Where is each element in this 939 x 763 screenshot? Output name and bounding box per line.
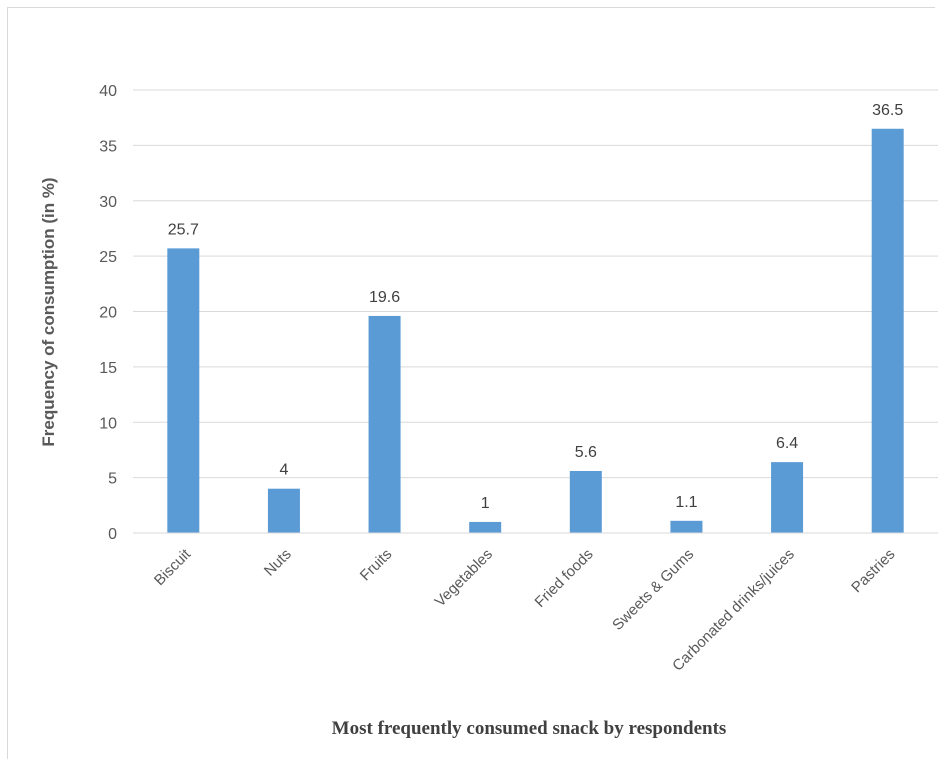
- y-tick-label: 40: [99, 83, 117, 100]
- x-category-label: Vegetables: [432, 546, 497, 611]
- gridlines: [133, 89, 938, 479]
- data-label: 19.6: [369, 289, 400, 306]
- x-category-label: Sweets & Gums: [609, 546, 697, 634]
- x-category-label: Nuts: [261, 546, 295, 580]
- y-tick-label: 25: [99, 249, 117, 266]
- y-tick-label: 35: [99, 138, 117, 155]
- y-axis-title: Frequency of consumption (in %): [39, 177, 58, 446]
- y-tick-label: 0: [108, 526, 117, 543]
- y-tick-label: 5: [108, 471, 117, 488]
- bars: [167, 128, 904, 533]
- bar: [368, 315, 401, 533]
- bar: [569, 470, 602, 533]
- data-label: 6.4: [776, 435, 798, 452]
- chart-frame: [7, 7, 935, 759]
- data-labels: 25.7 4 19.6 1 5.6 1.1 6.4 36.5: [168, 102, 904, 512]
- y-axis-ticks: 0 5 10 15 20 25 30 35 40: [99, 83, 117, 543]
- bar: [670, 520, 703, 533]
- bar: [469, 521, 502, 533]
- x-category-label: Fried foods: [532, 546, 597, 611]
- x-category-label: Biscuit: [151, 545, 195, 589]
- y-tick-label: 15: [99, 360, 117, 377]
- bar: [167, 248, 200, 533]
- y-tick-label: 10: [99, 415, 117, 432]
- y-tick-label: 20: [99, 305, 117, 322]
- bar: [267, 488, 300, 533]
- x-axis-categories: Biscuit Nuts Fruits Vegetables Fried foods Sw…: [151, 545, 899, 674]
- x-category-label: Pastries: [848, 546, 898, 596]
- x-category-label: Fruits: [357, 546, 396, 585]
- data-label: 36.5: [872, 102, 903, 119]
- bar: [871, 128, 904, 533]
- data-label: 1.1: [675, 494, 697, 511]
- data-label: 5.6: [575, 444, 597, 461]
- data-label: 1: [481, 495, 490, 512]
- y-tick-label: 30: [99, 194, 117, 211]
- x-axis-title: Most frequently consumed snack by respon…: [332, 718, 727, 739]
- data-label: 25.7: [168, 221, 199, 238]
- data-label: 4: [279, 462, 288, 479]
- bar: [771, 462, 804, 533]
